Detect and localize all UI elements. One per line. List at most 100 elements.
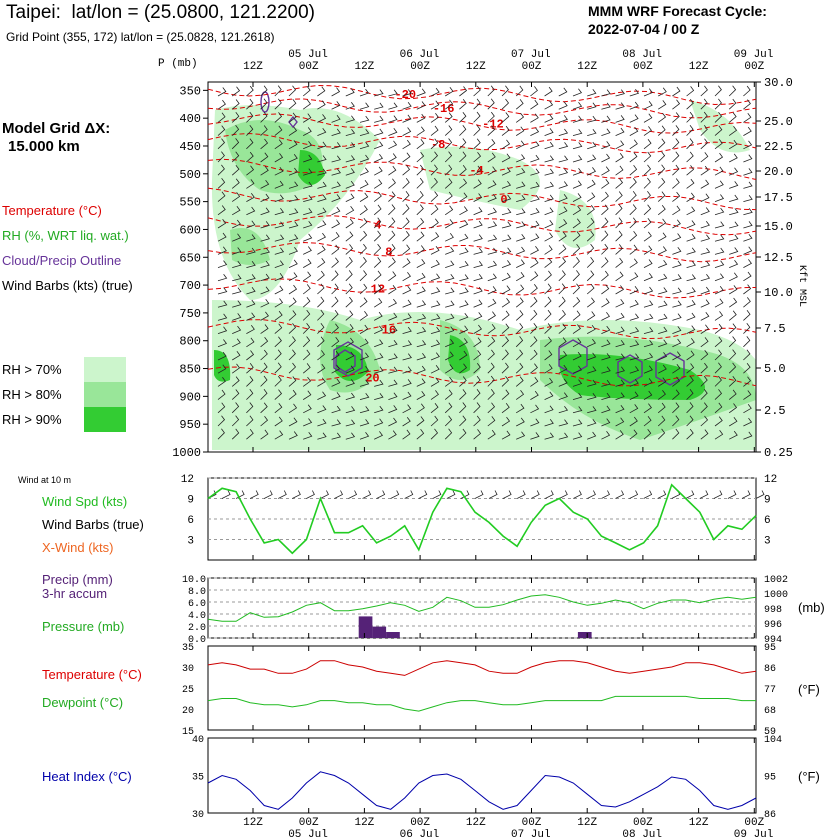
upper-panel: P (mb) 350 400 450 500 550 600 650 700 750 800 850 9… [158, 58, 808, 460]
wind-barb [601, 366, 611, 374]
wind-barb [501, 180, 512, 189]
wind-barb [743, 297, 751, 308]
wind-barb [672, 351, 681, 361]
wind-barb [416, 88, 426, 97]
wind-barb [657, 415, 666, 427]
surface-wind-barb [362, 490, 372, 499]
temp-tick-c: 35 [182, 643, 194, 654]
wind-barb [629, 231, 638, 242]
wind-barb [643, 138, 652, 150]
wind-barb [459, 325, 469, 334]
wind-barb [530, 349, 538, 361]
wind-barb [487, 416, 496, 427]
surface-wind-barb [531, 490, 540, 499]
temperature-line [207, 660, 757, 676]
wind-barb [700, 234, 711, 242]
surface-wind-barb [587, 490, 596, 499]
wind-barb [728, 139, 738, 150]
wind-barb [643, 286, 654, 295]
wind-barb [416, 231, 425, 242]
wind-barb [373, 230, 382, 242]
wind-barb [231, 402, 240, 414]
wind-barb [274, 247, 285, 255]
wind-barb [459, 389, 467, 400]
wind-barb [544, 257, 553, 268]
wind-barb [373, 217, 382, 229]
wind-barb [558, 155, 569, 163]
wind-barb [714, 323, 723, 334]
wind-barb [317, 207, 327, 216]
wind-barb [345, 270, 353, 282]
top-time-label: 12Z [577, 61, 597, 73]
wind-barb [459, 220, 469, 229]
wind-barb [657, 112, 667, 123]
precip-tick-label: 10.0 [182, 575, 206, 586]
wind-barb [445, 233, 454, 242]
wind-barb [260, 324, 269, 334]
precip-bar [372, 626, 387, 638]
cloud-outline [617, 354, 643, 384]
wind-barb [374, 141, 384, 150]
wind-barb [714, 311, 724, 321]
wind-barb [558, 206, 568, 216]
wind-barb [217, 260, 228, 268]
wind-barb [317, 405, 327, 414]
wind-barb [388, 366, 398, 374]
wind-barb [629, 165, 638, 176]
wind-barb [572, 419, 583, 427]
wind-barb [572, 365, 583, 374]
wind-barb [544, 296, 552, 308]
wind-barb [714, 336, 723, 348]
wind-barb [558, 283, 566, 295]
wind-barb [743, 431, 753, 440]
wind-barb [430, 177, 438, 189]
wind-barb [686, 312, 696, 321]
wind-barb [331, 392, 341, 400]
wind-barb [657, 204, 666, 216]
wind-barb [643, 352, 654, 361]
top-time-label: 00Z [744, 61, 764, 73]
wind-barb [530, 220, 540, 229]
wind-barb [274, 139, 283, 150]
wind-barb [359, 338, 369, 348]
wind-barb [515, 99, 524, 110]
wind-barb [260, 221, 270, 229]
wind-barb [359, 230, 368, 242]
wind-barb [459, 260, 469, 268]
wind-barb [700, 362, 708, 374]
wind-barb [700, 429, 709, 440]
wind-barb [601, 178, 610, 189]
wind-barb [601, 141, 611, 150]
wind-barb [515, 390, 525, 400]
precip-bar [577, 632, 592, 638]
wind-barb [359, 270, 368, 282]
wind-barb [388, 178, 396, 189]
wind-barb [743, 390, 752, 400]
wind-barb [459, 247, 469, 255]
wind-barb [359, 297, 368, 308]
wind-barb [743, 362, 751, 374]
wind-barb [260, 286, 270, 295]
top-day-label: 09 Jul [734, 49, 774, 61]
wind-barb [303, 246, 312, 255]
wind-barb [288, 181, 299, 189]
wind-barb [302, 349, 311, 361]
cloud-outline [655, 352, 685, 386]
wind-barb [359, 406, 370, 414]
wind-barb [345, 365, 355, 374]
wind-barb [515, 336, 524, 348]
wind-barb [373, 243, 382, 255]
wind-barb [345, 351, 355, 361]
wind-barb [743, 126, 752, 136]
wind-barb [587, 167, 597, 176]
wind-barb [317, 377, 326, 387]
wind-barb [231, 178, 240, 189]
wind-barb [331, 337, 340, 348]
wind-barb [331, 364, 341, 374]
top-time-label: 12Z [689, 61, 709, 73]
wind-barb [444, 415, 453, 427]
wind-barb [345, 206, 355, 216]
wind-barb [217, 112, 226, 123]
wind-barb [530, 168, 540, 176]
wind-barb [317, 155, 327, 163]
